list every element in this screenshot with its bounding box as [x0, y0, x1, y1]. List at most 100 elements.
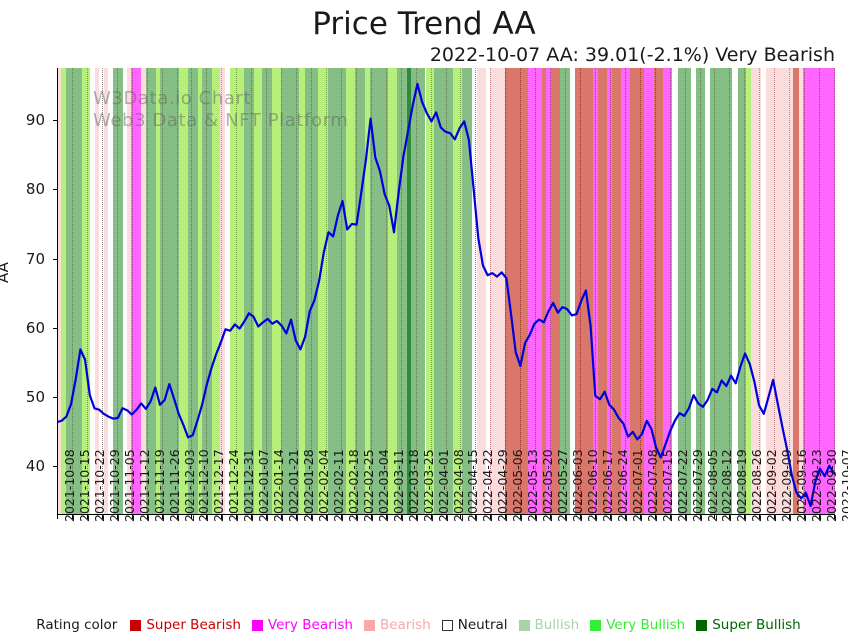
x-tick-label: 2021-12-31: [241, 449, 257, 522]
legend-entry[interactable]: Bearish: [363, 617, 431, 633]
x-tick-label: 2022-02-18: [345, 449, 361, 522]
y-tick-mark: [53, 466, 57, 468]
y-tick-mark: [53, 397, 57, 399]
x-tick-mark: [176, 515, 178, 519]
x-tick-mark: [71, 515, 73, 519]
y-axis-label: AA: [0, 262, 12, 283]
gridline: [579, 68, 581, 515]
rating-band: [155, 68, 160, 515]
rating-band: [704, 68, 710, 515]
legend-label: Bullish: [534, 617, 580, 633]
rating-band: [486, 68, 491, 515]
price-line-chart: [57, 82, 835, 508]
rating-band: [737, 68, 747, 515]
x-tick-mark: [594, 515, 596, 519]
x-tick-label: 2022-01-21: [286, 449, 302, 522]
x-tick-label: 2021-12-24: [226, 449, 242, 522]
rating-band: [272, 68, 282, 515]
x-tick-mark: [161, 515, 163, 519]
gridline: [71, 68, 73, 515]
gridline: [340, 68, 342, 515]
rating-band: [504, 68, 528, 515]
x-tick-label: 2022-10-07: [839, 449, 848, 522]
gridline: [804, 68, 806, 515]
rating-band: [220, 68, 225, 515]
gridline: [176, 68, 178, 515]
rating-band: [453, 68, 463, 515]
rating-band: [560, 68, 570, 515]
rating-band: [434, 68, 454, 515]
gridline: [445, 68, 447, 515]
x-tick-label: 2021-11-26: [166, 449, 182, 522]
gridline: [609, 68, 611, 515]
x-tick-label: 2022-02-25: [360, 449, 376, 522]
rating-band: [751, 68, 761, 515]
x-tick-label: 2022-09-02: [764, 449, 780, 522]
rating-band: [82, 68, 91, 515]
rating-band: [388, 68, 398, 515]
rating-band: [243, 68, 254, 515]
x-tick-label: 2022-03-18: [405, 449, 421, 522]
legend-entry[interactable]: Very Bearish: [251, 617, 353, 633]
rating-band: [211, 68, 221, 515]
rating-band: [253, 68, 262, 515]
gridline: [565, 68, 567, 515]
x-tick-label: 2022-08-19: [734, 449, 750, 522]
rating-band: [575, 68, 593, 515]
rating-band: [490, 68, 505, 515]
rating-band: [355, 68, 366, 515]
x-tick-mark: [251, 515, 253, 519]
x-tick-label: 2022-05-27: [555, 449, 571, 522]
rating-band: [643, 68, 654, 515]
x-tick-label: 2022-03-04: [375, 449, 391, 522]
gridline: [251, 68, 253, 515]
x-tick-label: 2022-04-08: [450, 449, 466, 522]
y-tick-label: 70: [25, 249, 45, 268]
x-tick-mark: [340, 515, 342, 519]
gridline: [191, 68, 193, 515]
x-tick-mark: [834, 515, 835, 519]
gridline: [116, 68, 118, 515]
legend-label: Super Bearish: [146, 617, 241, 633]
gridline: [311, 68, 313, 515]
rating-band: [472, 68, 478, 515]
y-tick-label: 90: [25, 110, 45, 129]
rating-band: [113, 68, 123, 515]
x-tick-mark: [116, 515, 118, 519]
legend-entry[interactable]: Super Bullish: [696, 617, 801, 633]
rating-band: [527, 68, 542, 515]
rating-band: [766, 68, 794, 515]
rating-band: [108, 68, 114, 515]
x-tick-label: 2022-09-16: [794, 449, 810, 522]
rating-band: [61, 68, 67, 515]
rating-band: [662, 68, 673, 515]
gridline: [460, 68, 462, 515]
x-tick-mark: [101, 515, 103, 519]
x-tick-label: 2021-10-15: [76, 449, 92, 522]
x-tick-mark: [609, 515, 611, 519]
legend-entry[interactable]: Super Bearish: [130, 617, 241, 633]
y-tick-mark: [53, 189, 57, 191]
x-tick-mark: [774, 515, 776, 519]
legend-entry[interactable]: Neutral: [441, 617, 508, 633]
rating-band: [653, 68, 663, 515]
rating-band: [122, 68, 127, 515]
legend-entry[interactable]: Very Bullish: [590, 617, 685, 633]
gridline: [385, 68, 387, 515]
x-tick-mark: [550, 515, 552, 519]
legend-swatch: [441, 619, 453, 631]
rating-band: [281, 68, 300, 515]
legend-label: Very Bearish: [267, 617, 353, 633]
rating-band: [365, 68, 370, 515]
x-tick-mark: [445, 515, 447, 519]
x-tick-label: 2021-12-10: [196, 449, 212, 522]
x-tick-label: 2022-08-26: [749, 449, 765, 522]
x-tick-label: 2021-11-19: [151, 449, 167, 522]
rating-band: [677, 68, 691, 515]
rating-band: [732, 68, 738, 515]
x-tick-mark: [490, 515, 492, 519]
legend-entry[interactable]: Bullish: [518, 617, 580, 633]
x-tick-mark: [430, 515, 432, 519]
x-tick-mark: [281, 515, 283, 519]
